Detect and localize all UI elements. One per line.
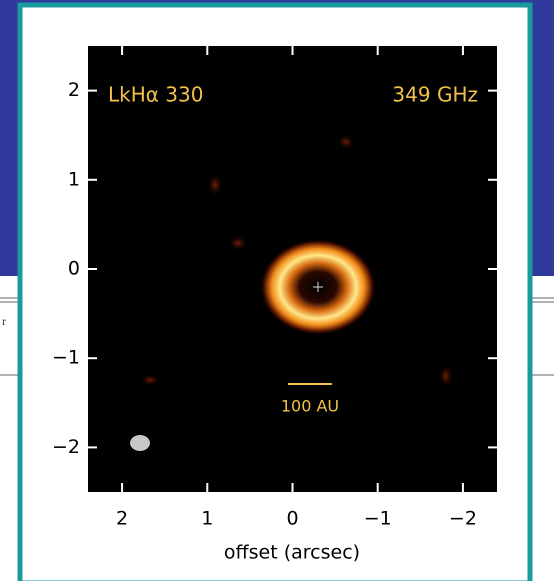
chart-title: LkHα 330	[108, 83, 203, 107]
emission	[438, 364, 454, 388]
y-tick-label: 2	[68, 79, 80, 101]
emission	[140, 374, 160, 386]
emission	[228, 235, 248, 251]
y-tick-label: −1	[52, 347, 80, 369]
x-tick-label: 2	[116, 508, 128, 530]
x-tick-label: −2	[449, 508, 477, 530]
x-axis-label: offset (arcsec)	[224, 542, 360, 564]
y-tick-label: 1	[68, 168, 80, 190]
x-tick-label: 0	[286, 508, 298, 530]
y-tick-label: −2	[52, 436, 80, 458]
emission	[337, 134, 355, 150]
annotation: 100 AU	[281, 397, 339, 416]
chart-subtitle: 349 GHz	[392, 83, 478, 107]
x-tick-label: 1	[201, 508, 213, 530]
y-tick-label: 0	[68, 258, 80, 280]
beam	[130, 435, 150, 451]
emission	[207, 173, 223, 197]
x-tick-label: −1	[364, 508, 392, 530]
screenshot: i r 100 AU LkHα 330 349 GHz offset (arcs…	[0, 0, 554, 581]
slide-text: r	[2, 314, 6, 328]
